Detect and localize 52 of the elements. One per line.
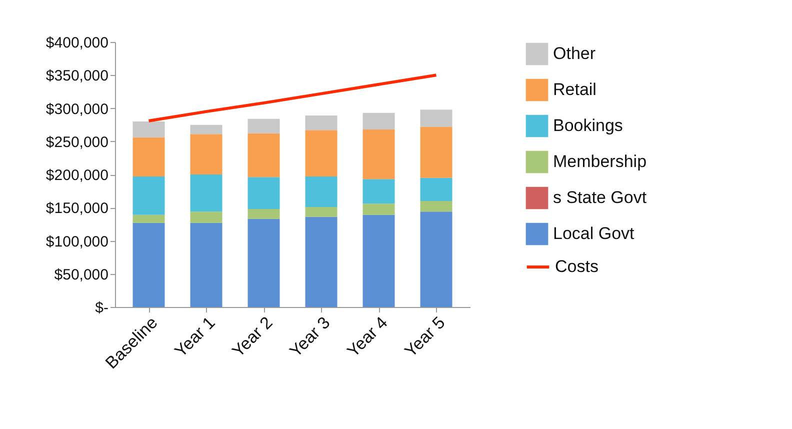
bar — [420, 212, 452, 307]
y-tick-label: $250,000 — [46, 134, 108, 151]
legend-label: Local Govt — [553, 224, 635, 243]
line-series — [147, 74, 438, 122]
bar — [248, 118, 280, 134]
bar — [132, 122, 165, 138]
bar — [190, 134, 222, 174]
bar — [190, 124, 222, 134]
y-tick-label: $200,000 — [46, 167, 108, 184]
y-tick-label: $350,000 — [46, 68, 108, 85]
x-tick-label: Year 1 — [171, 313, 219, 361]
bar — [132, 176, 165, 215]
y-tick-label: $50,000 — [54, 266, 108, 284]
bar — [132, 214, 165, 223]
legend-label: Costs — [555, 257, 598, 276]
bar — [420, 126, 452, 178]
y-tick-label: $300,000 — [46, 100, 108, 118]
bar — [362, 112, 395, 130]
bar — [248, 177, 280, 209]
y-tick-label: $- — [95, 300, 108, 316]
legend-label: Membership — [553, 152, 647, 171]
x-tick-label: Year 5 — [401, 313, 449, 361]
x-tick-label: Year 3 — [286, 313, 334, 361]
legend-label: Other — [553, 44, 596, 63]
bar — [362, 204, 395, 215]
legend-label: s State Govt — [553, 188, 647, 207]
bar — [305, 130, 338, 176]
y-tick-label: $400,000 — [46, 34, 108, 52]
bar — [362, 129, 395, 180]
bar — [132, 137, 165, 176]
bar — [420, 201, 452, 212]
legend-label: Retail — [553, 80, 596, 99]
y-tick-label: $100,000 — [46, 233, 108, 250]
bar — [305, 176, 338, 207]
bar — [305, 216, 338, 307]
bar — [362, 214, 395, 307]
y-tick-label: $150,000 — [46, 200, 108, 218]
bar — [190, 222, 222, 307]
bar — [362, 179, 395, 204]
bar — [132, 222, 165, 307]
legend-label: Bookings — [553, 116, 623, 135]
bar — [248, 218, 280, 307]
bar — [420, 178, 452, 201]
bar — [305, 206, 338, 217]
bar — [420, 110, 452, 127]
bar — [190, 212, 222, 223]
bar — [248, 133, 280, 178]
bar — [190, 174, 222, 212]
bar — [305, 116, 338, 130]
bar — [248, 208, 280, 219]
x-tick-label: Year 2 — [228, 313, 276, 361]
x-tick-label: Year 4 — [344, 313, 392, 361]
